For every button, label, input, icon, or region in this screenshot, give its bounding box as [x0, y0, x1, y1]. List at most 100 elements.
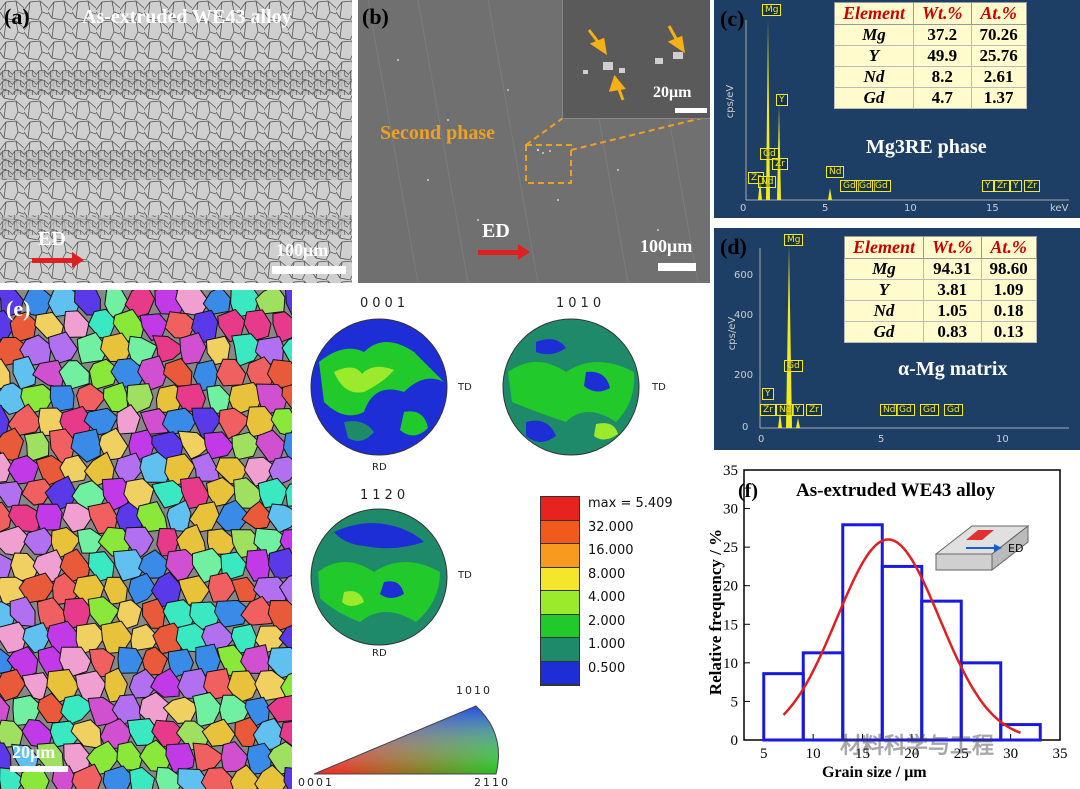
panel-c-composition-table: Element Wt.% At.% Mg 37.2 70.26 Y 49.9 25.76 N… [834, 2, 1027, 109]
cell: 1.05 [923, 300, 982, 322]
legend-swatch [541, 661, 579, 685]
grain [102, 765, 134, 789]
legend-swatch [541, 567, 579, 591]
peak-label: Y [982, 180, 994, 192]
y-tick: 0 [742, 422, 749, 433]
pf-title: 1120 [360, 488, 410, 503]
grain [200, 767, 236, 789]
ipf-color-key [313, 705, 499, 775]
panel-b-inset: 20μm [562, 0, 710, 119]
x-axis-label: Grain size / μm [822, 764, 927, 781]
grain [278, 624, 292, 653]
grain [278, 575, 292, 607]
peak-label: Zr [1024, 180, 1040, 192]
specimen-inset-icon [934, 524, 1030, 572]
peak-label: Nd [758, 176, 777, 188]
pf-side-label: TD [458, 570, 472, 581]
grain [0, 668, 26, 702]
grain [0, 501, 13, 533]
panel-d: cps/eV 600 400 200 0 0 5 10 Mg Gd Y Zr N… [714, 228, 1080, 450]
y-tick-label: 10 [723, 656, 738, 672]
panel-a-title: As-extruded WE43 alloy [82, 6, 292, 28]
grain [0, 480, 23, 508]
y-tick-label: 35 [723, 463, 738, 479]
y-tick-label: 20 [723, 579, 738, 595]
grain [285, 290, 292, 317]
peak-label: Gd [872, 180, 891, 192]
peak-label: Mg [762, 4, 782, 16]
grain [240, 595, 276, 626]
legend-swatch [541, 520, 579, 544]
histogram-bar [841, 523, 884, 742]
cell: 25.76 [970, 45, 1027, 67]
peak-label: Gd [760, 148, 779, 160]
panel-e-scale-text: 20μm [12, 742, 56, 762]
grain [47, 331, 79, 365]
grain [63, 310, 90, 338]
cell: 0.13 [980, 321, 1037, 343]
peak-label: Zr [760, 404, 776, 416]
header-element: Element [834, 2, 914, 25]
y-tick-label: 30 [723, 502, 738, 518]
cell: 0.18 [980, 300, 1037, 322]
legend-swatch [541, 614, 579, 638]
panel-b-inset-scale-bar [675, 108, 707, 113]
cell: Y [834, 45, 914, 67]
x-tick-label: 30 [1003, 746, 1018, 762]
grain [254, 764, 290, 789]
grain-size-histogram: 5 10 15 20 25 30 35 0 5 10 15 20 25 30 35 [723, 463, 1068, 762]
pf-bottom-label: RD [372, 462, 387, 473]
grain [164, 311, 197, 339]
panel-a-ed-arrow [32, 252, 84, 268]
cell: 1.37 [970, 87, 1027, 109]
grain [0, 290, 24, 320]
grain [21, 478, 54, 506]
legend-swatches [540, 496, 580, 686]
cell: 0.83 [923, 321, 982, 343]
legend-level: 2.000 [588, 613, 626, 629]
peak-label: Y [1010, 180, 1022, 192]
grain [229, 764, 260, 789]
tick: 5 [822, 203, 829, 214]
grain [179, 332, 207, 365]
cell: Gd [844, 321, 924, 343]
grain [23, 527, 55, 555]
grain [116, 741, 144, 771]
panel-c-label: (c) [720, 6, 745, 31]
cell: 37.2 [913, 24, 972, 46]
histogram-bar [801, 651, 845, 742]
x-tick: 10 [996, 434, 1009, 445]
gaussian-fit-curve [782, 538, 1021, 734]
inset-particles [583, 25, 686, 101]
grain [60, 694, 96, 725]
panel-d-label: (d) [720, 234, 747, 259]
ebsd-orientation-map [0, 290, 292, 789]
grain [102, 381, 129, 413]
ipf-top-label: 1010 [456, 684, 492, 697]
peak-label: Zr [994, 180, 1010, 192]
pf-title: 0001 [360, 296, 410, 311]
grain [35, 503, 63, 531]
peak-label: Zr [772, 158, 788, 170]
x-tick: 0 [758, 434, 765, 445]
grain [202, 290, 231, 315]
panel-d-phase: α-Mg matrix [898, 358, 1008, 380]
cell: 3.81 [923, 279, 982, 301]
grain [127, 572, 158, 606]
pole-figure-1010 [502, 318, 640, 456]
grain [150, 667, 181, 698]
histogram-bar [762, 672, 805, 742]
peak-label: Gd [896, 404, 915, 416]
panel-b-ed-arrow [478, 244, 530, 260]
grain [59, 454, 89, 484]
grain [162, 696, 200, 725]
panel-c-spectrum [745, 20, 1069, 201]
legend-level: 4.000 [588, 590, 626, 605]
x-tick-label: 25 [954, 746, 969, 762]
grain [266, 359, 292, 389]
legend-level: 16.000 [588, 543, 634, 558]
x-tick-label: 5 [760, 746, 768, 762]
legend-swatch [541, 591, 579, 615]
grain [191, 407, 222, 440]
peak-label: Gd [840, 180, 859, 192]
